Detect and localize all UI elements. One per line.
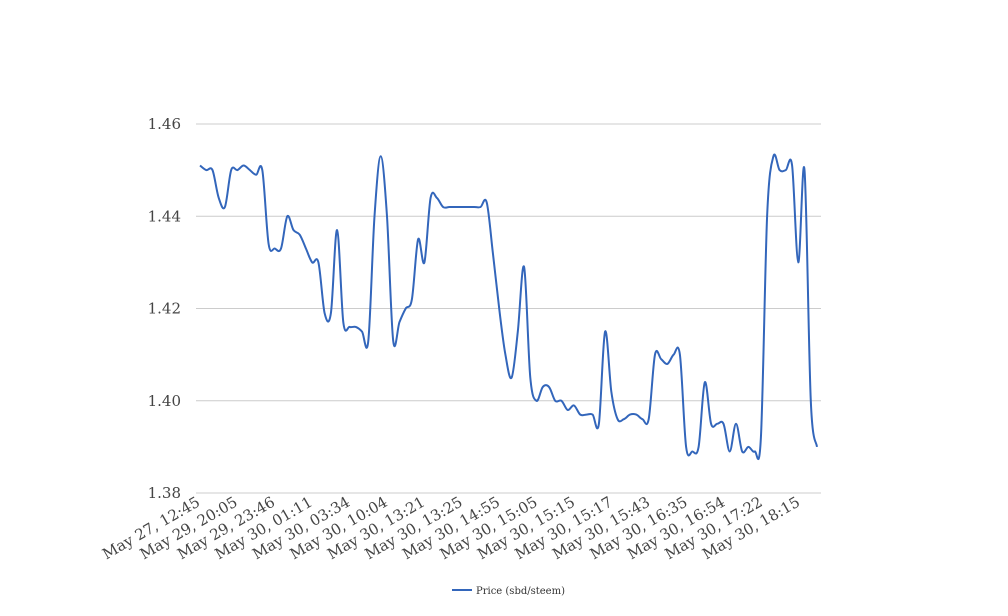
y-axis: 1.38 1.40 1.42 1.44 1.46 <box>148 115 181 502</box>
legend: Price (sbd/steem) <box>452 586 565 597</box>
y-tick-label: 1.38 <box>148 484 181 502</box>
plot-area <box>199 153 818 461</box>
y-tick-label: 1.40 <box>148 392 181 410</box>
legend-label: Price (sbd/steem) <box>476 586 565 597</box>
y-tick-label: 1.44 <box>148 207 181 225</box>
series-line <box>199 153 818 461</box>
y-tick-label: 1.46 <box>148 115 181 133</box>
y-tick-label: 1.42 <box>148 300 181 318</box>
grid-lines <box>196 123 821 494</box>
